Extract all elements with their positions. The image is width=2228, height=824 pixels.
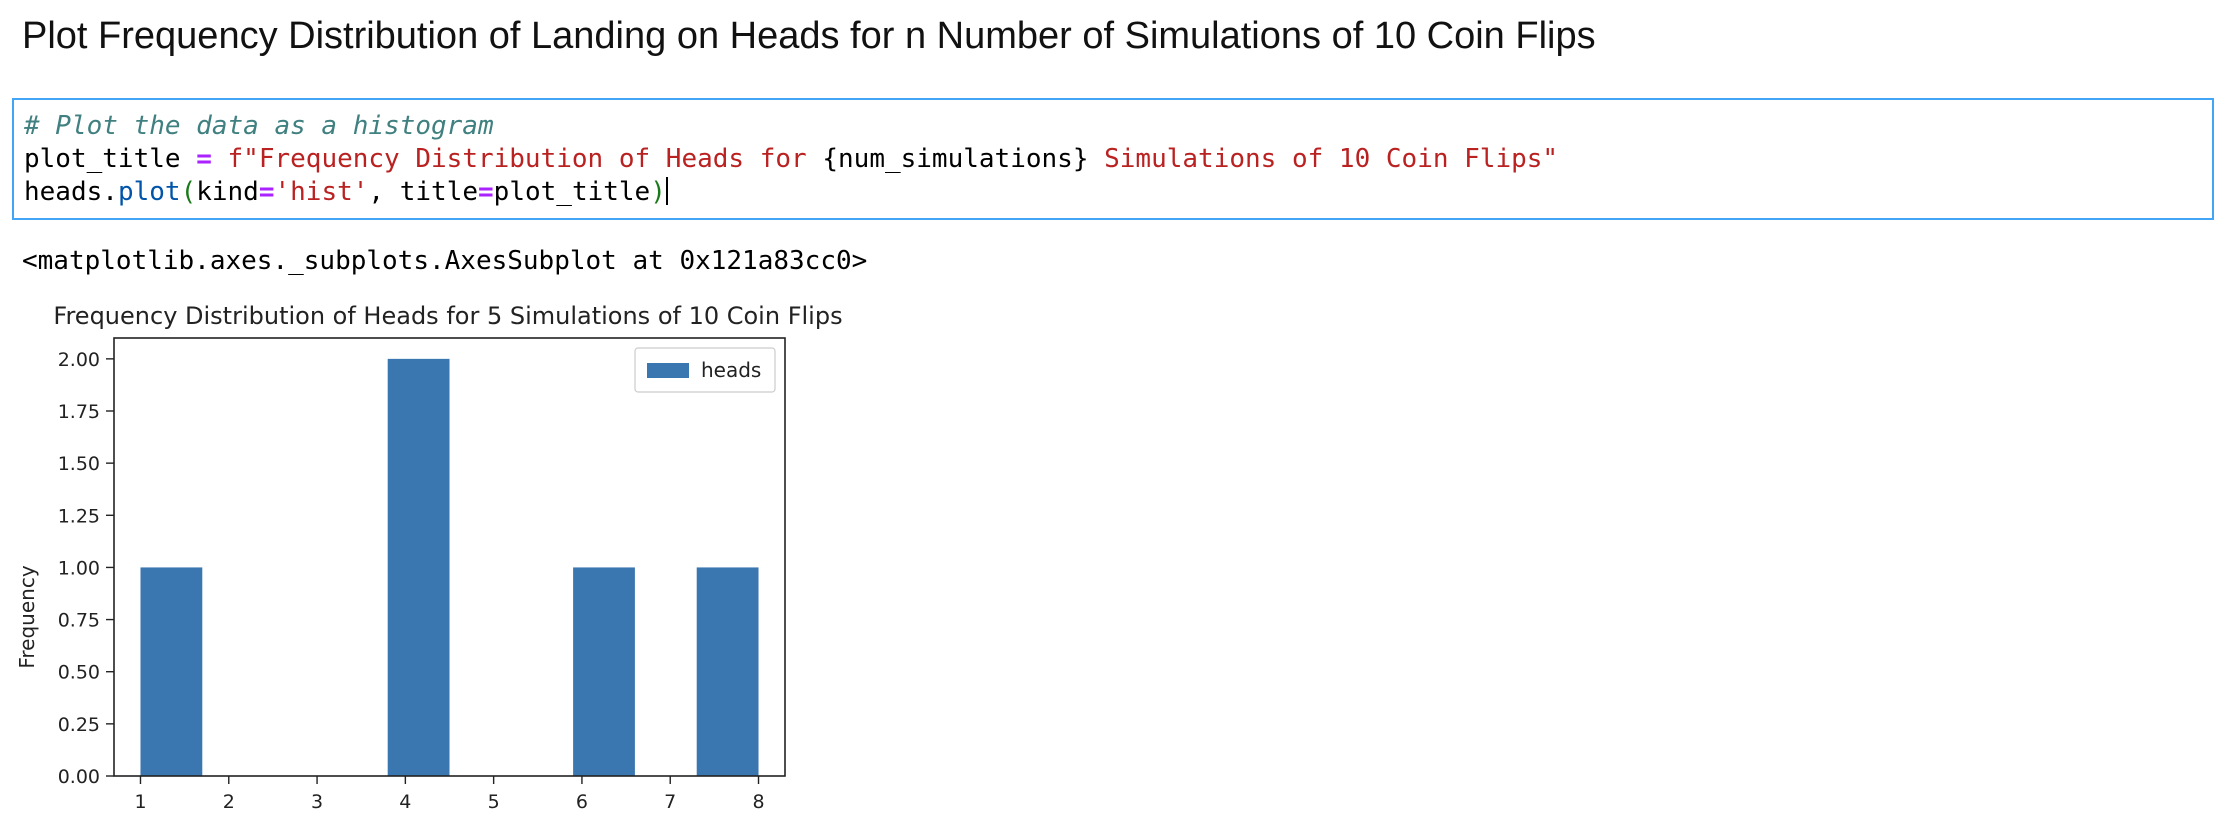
histogram-bar-4 xyxy=(387,358,450,776)
y-axis-label: Frequency xyxy=(15,565,39,668)
bars-group xyxy=(140,358,759,776)
code-line-plot-call: heads.plot(kind='hist', title=plot_title… xyxy=(24,176,2202,209)
text-cursor xyxy=(665,177,668,205)
code-keyword-arg: kind xyxy=(196,177,259,207)
y-tick-label: 1.50 xyxy=(58,453,100,475)
x-tick-label: 8 xyxy=(752,791,764,813)
code-string-part: "Frequency Distribution of Heads for xyxy=(243,144,823,174)
y-tick-label: 1.25 xyxy=(58,505,100,527)
code-string: 'hist' xyxy=(274,177,369,207)
axes-frame xyxy=(113,337,786,777)
code-operator: = xyxy=(478,177,494,207)
legend-box xyxy=(634,347,776,393)
y-tick-label: 2.00 xyxy=(58,349,100,371)
x-tick-label: 2 xyxy=(223,791,235,813)
x-tick-label: 4 xyxy=(399,791,411,813)
histogram-bar-9 xyxy=(696,567,759,776)
code-variable: plot_title xyxy=(493,177,651,207)
code-string-part: Simulations of 10 Coin Flips" xyxy=(1088,144,1559,174)
x-tick-label: 5 xyxy=(488,791,500,813)
code-comment: # Plot the data as a histogram xyxy=(24,111,494,141)
cell-output-repr: <matplotlib.axes._subplots.AxesSubplot a… xyxy=(22,246,868,276)
chart-title: Frequency Distribution of Heads for 5 Si… xyxy=(53,302,842,330)
code-paren: ) xyxy=(650,177,666,207)
y-axis: 0.00 0.25 0.50 0.75 1.00 1.25 1.50 1.75 2.00 xyxy=(58,349,114,788)
code-operator: = xyxy=(180,144,228,174)
histogram-bar-7 xyxy=(573,567,635,776)
code-operator: = xyxy=(258,177,275,207)
y-tick-label: 0.25 xyxy=(58,714,100,736)
x-tick-label: 6 xyxy=(576,791,588,813)
code-line-assign: plot_title = f"Frequency Distribution of… xyxy=(24,143,2202,176)
legend: heads xyxy=(634,347,776,393)
section-heading: Plot Frequency Distribution of Landing o… xyxy=(22,15,1596,57)
code-keyword-arg: title xyxy=(399,177,479,207)
code-interpolation: {num_simulations} xyxy=(822,144,1089,174)
legend-swatch xyxy=(647,363,689,378)
x-tick-label: 7 xyxy=(664,791,676,813)
y-tick-label: 0.50 xyxy=(58,662,100,684)
code-fstring-prefix: f xyxy=(227,144,244,174)
code-object: heads xyxy=(24,177,103,207)
code-line-comment: # Plot the data as a histogram xyxy=(24,110,2202,143)
code-method: plot xyxy=(117,177,181,207)
x-tick-label: 3 xyxy=(311,791,323,813)
code-cell[interactable]: # Plot the data as a histogram plot_titl… xyxy=(12,98,2214,220)
y-tick-label: 0.75 xyxy=(58,610,100,632)
code-paren: ( xyxy=(180,177,197,207)
y-tick-label: 1.00 xyxy=(58,557,100,579)
y-tick-label: 1.75 xyxy=(58,401,100,423)
code-variable: plot_title xyxy=(24,144,181,174)
legend-label-heads: heads xyxy=(701,358,761,382)
code-dot: . xyxy=(102,177,118,207)
x-tick-label: 1 xyxy=(134,791,146,813)
histogram-chart: Frequency Distribution of Heads for 5 Si… xyxy=(15,302,843,813)
histogram-bar-0 xyxy=(140,567,203,776)
x-axis: 1 2 3 4 5 6 7 8 xyxy=(134,776,765,813)
y-tick-label: 0.00 xyxy=(58,766,100,788)
code-separator: , xyxy=(368,177,400,207)
